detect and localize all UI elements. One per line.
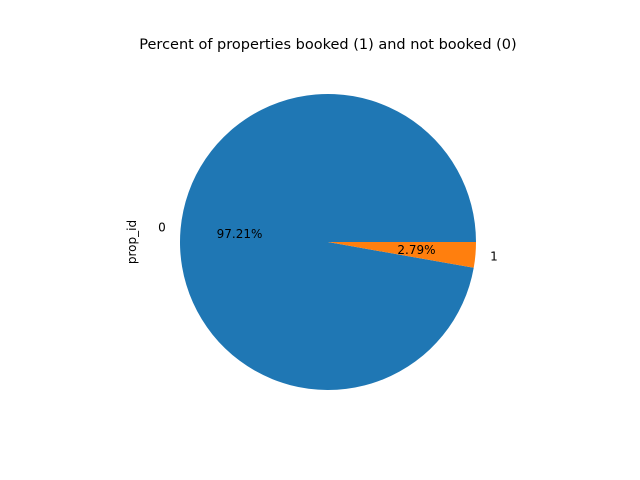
y-axis-label: prop_id [125, 220, 139, 264]
slice-percent-label: 97.21% [217, 227, 263, 241]
pie-labels: 0 97.21% 1 2.79% [158, 221, 498, 264]
pie-slice-0 [179, 94, 476, 391]
pie-slice-1 [328, 242, 476, 268]
slice-category-label: 0 [158, 221, 166, 235]
slice-category-label: 1 [490, 249, 498, 263]
pie-slices [179, 94, 476, 391]
chart-title: Percent of properties booked (1) and not… [139, 37, 516, 53]
slice-percent-label: 2.79% [397, 243, 435, 257]
